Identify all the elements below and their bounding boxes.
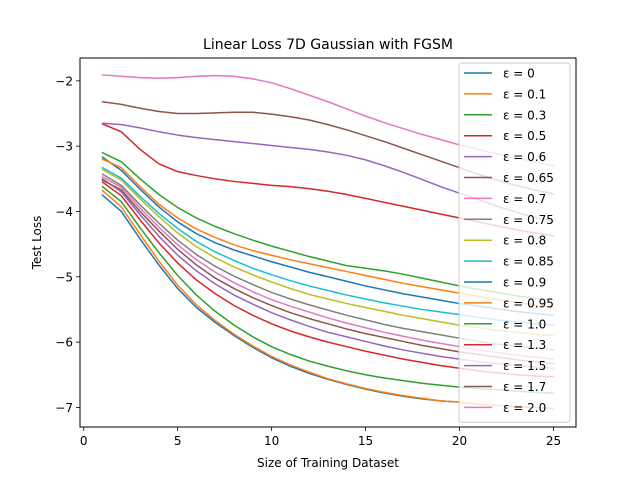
legend-entry-15: ε = 1.7 (503, 380, 546, 394)
y-tick-label: −2 (55, 74, 73, 88)
legend-entry-8: ε = 0.8 (503, 234, 546, 248)
legend-entry-14: ε = 1.5 (503, 359, 546, 373)
x-tick-label: 5 (174, 434, 182, 448)
y-axis-label: Test Loss (30, 216, 44, 271)
x-axis: 0 5 10 15 20 25 (80, 427, 561, 448)
legend-entry-10: ε = 0.9 (503, 276, 546, 290)
legend-entry-7: ε = 0.75 (503, 213, 554, 227)
legend-entry-11: ε = 0.95 (503, 296, 554, 310)
x-tick-label: 0 (80, 434, 88, 448)
x-tick-label: 25 (546, 434, 561, 448)
y-tick-label: −3 (55, 140, 73, 154)
y-tick-label: −5 (55, 270, 73, 284)
plot-frame (79, 57, 577, 428)
y-axis: −7 −6 −5 −4 −3 −2 (55, 74, 80, 415)
legend-entry-9: ε = 0.85 (503, 255, 554, 269)
legend-entry-6: ε = 0.7 (503, 192, 546, 206)
legend-entry-2: ε = 0.3 (503, 108, 546, 122)
x-tick-label: 20 (452, 434, 467, 448)
legend-entry-16: ε = 2.0 (503, 401, 546, 415)
legend-entry-4: ε = 0.6 (503, 150, 546, 164)
legend-entry-5: ε = 0.65 (503, 171, 554, 185)
chart-title: Linear Loss 7D Gaussian with FGSM (203, 37, 453, 53)
legend-box (458, 62, 571, 423)
legend: ε = 0 ε = 0.1 ε = 0.3 ε = 0.5 ε = 0.6 ε = 0.6… (458, 62, 571, 423)
y-tick-label: −6 (55, 336, 73, 350)
legend-entry-3: ε = 0.5 (503, 129, 546, 143)
legend-entry-13: ε = 1.3 (503, 338, 546, 352)
x-axis-label: Size of Training Dataset (257, 456, 399, 470)
y-tick-label: −7 (55, 401, 73, 415)
x-tick-label: 10 (264, 434, 279, 448)
legend-entry-12: ε = 1.0 (503, 317, 546, 331)
x-tick-label: 15 (358, 434, 373, 448)
y-tick-label: −4 (55, 205, 73, 219)
legend-entry-1: ε = 0.1 (503, 87, 546, 101)
legend-entry-0: ε = 0 (503, 67, 535, 81)
